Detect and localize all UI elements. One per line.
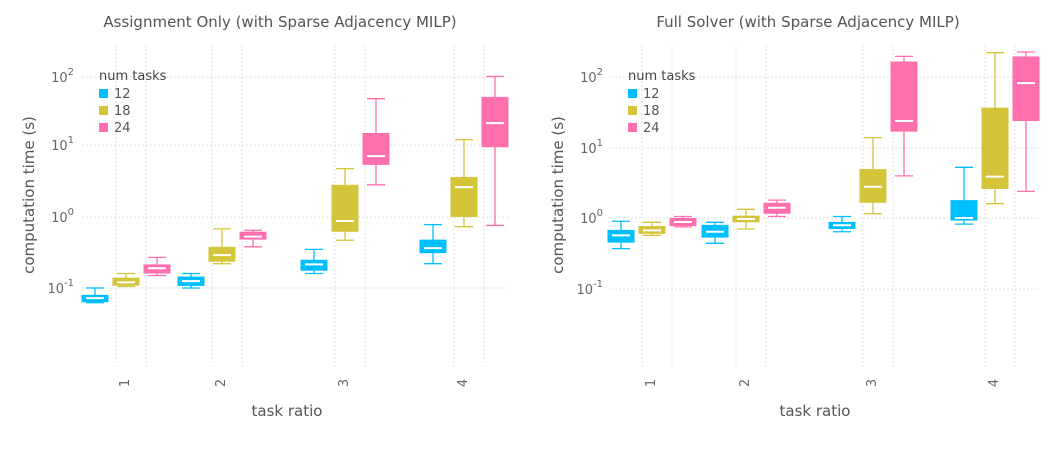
legend-label: 18 xyxy=(643,104,660,119)
legend-swatch xyxy=(99,89,108,98)
x-tick-label: 1 xyxy=(118,379,133,387)
box-24-4 xyxy=(481,75,509,227)
chart-assignment-only: Assignment Only (with Sparse Adjacency M… xyxy=(20,13,510,420)
box-12-3 xyxy=(300,248,328,275)
box-iqr xyxy=(981,107,1009,189)
y-tick-label: 102 xyxy=(580,67,603,86)
chart-title: Assignment Only (with Sparse Adjacency M… xyxy=(103,13,456,31)
legend-label: 24 xyxy=(114,121,131,136)
legend-label: 18 xyxy=(114,104,131,119)
x-tick-label: 3 xyxy=(865,379,880,387)
box-12-1 xyxy=(607,220,635,250)
legend: num tasks 12 18 24 xyxy=(628,69,696,136)
y-tick-label: 10-1 xyxy=(47,278,74,297)
box-iqr xyxy=(331,184,359,232)
box-iqr xyxy=(890,61,918,132)
legend-swatch xyxy=(628,106,637,115)
box-18-3 xyxy=(331,167,359,241)
box-24-2 xyxy=(239,229,267,248)
legend-swatch xyxy=(99,106,108,115)
y-tick-label: 101 xyxy=(580,138,603,157)
box-iqr xyxy=(362,133,390,165)
box-24-4 xyxy=(1012,51,1040,193)
legend-label: 12 xyxy=(643,87,660,102)
y-tick-label: 10-1 xyxy=(576,279,603,298)
box-12-1 xyxy=(81,287,109,304)
box-18-4 xyxy=(450,138,478,228)
box-18-2 xyxy=(732,208,760,230)
box-iqr xyxy=(419,239,447,254)
chart-title: Full Solver (with Sparse Adjacency MILP) xyxy=(656,13,959,31)
box-12-2 xyxy=(177,272,205,289)
box-24-1 xyxy=(143,256,171,277)
x-axis-label: task ratio xyxy=(252,402,323,420)
y-tick-label: 101 xyxy=(51,135,74,154)
box-iqr xyxy=(950,200,978,221)
box-iqr xyxy=(450,176,478,217)
box-12-4 xyxy=(419,224,447,265)
y-axis-label: computation time (s) xyxy=(549,116,567,274)
box-18-2 xyxy=(208,228,236,265)
box-18-3 xyxy=(859,136,887,215)
legend: num tasks 12 18 24 xyxy=(99,69,167,136)
box-12-2 xyxy=(701,221,729,244)
box-24-1 xyxy=(669,215,697,228)
y-tick-label: 100 xyxy=(51,207,74,226)
x-tick-label: 4 xyxy=(456,379,471,387)
legend-swatch xyxy=(99,123,108,132)
x-tick-label: 2 xyxy=(214,379,229,387)
y-tick-label: 100 xyxy=(580,208,603,227)
x-tick-label: 2 xyxy=(738,379,753,387)
box-12-4 xyxy=(950,166,978,225)
legend-label: 24 xyxy=(643,121,660,136)
y-axis-label: computation time (s) xyxy=(20,116,38,274)
legend-title: num tasks xyxy=(99,69,167,84)
box-12-3 xyxy=(828,215,856,233)
box-24-3 xyxy=(890,55,918,177)
x-tick-label: 3 xyxy=(337,379,352,387)
legend-label: 12 xyxy=(114,87,131,102)
x-axis-label: task ratio xyxy=(780,402,851,420)
legend-swatch xyxy=(628,89,637,98)
box-iqr xyxy=(481,96,509,148)
chart-full-solver: Full Solver (with Sparse Adjacency MILP)… xyxy=(549,13,1040,420)
x-tick-label: 1 xyxy=(644,379,659,387)
legend-title: num tasks xyxy=(628,69,696,84)
box-18-4 xyxy=(981,52,1009,205)
box-24-3 xyxy=(362,98,390,186)
y-tick-label: 102 xyxy=(51,67,74,86)
box-24-2 xyxy=(763,199,791,218)
legend-swatch xyxy=(628,123,637,132)
x-tick-label: 4 xyxy=(987,379,1002,387)
box-18-1 xyxy=(112,272,140,288)
box-iqr xyxy=(1012,56,1040,122)
box-18-1 xyxy=(638,221,666,236)
